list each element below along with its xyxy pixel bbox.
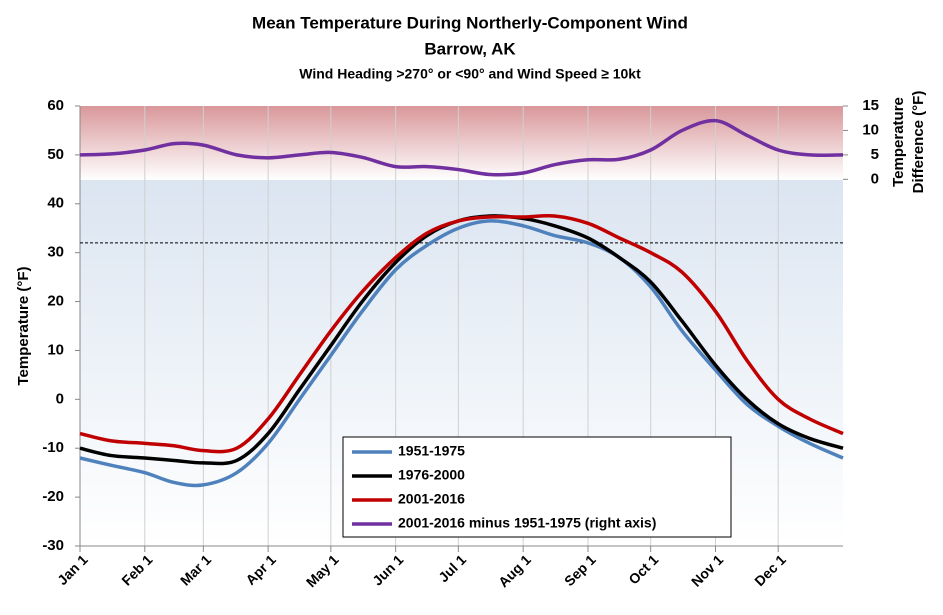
legend-box xyxy=(342,436,732,538)
y2-axis-label: Temperature xyxy=(890,97,907,187)
x-tick-label: Feb 1 xyxy=(118,551,155,588)
x-tick-label: Sep 1 xyxy=(561,551,599,589)
y-tick-label: -20 xyxy=(42,488,64,505)
y2-tick-label: 0 xyxy=(871,170,879,187)
x-tick-label: Mar 1 xyxy=(177,551,214,588)
y2-tick-label: 10 xyxy=(862,121,879,138)
y-tick-label: -10 xyxy=(42,439,64,456)
y-tick-label: 10 xyxy=(47,341,64,358)
x-tick-label: Nov 1 xyxy=(688,551,726,589)
x-tick-label: Apr 1 xyxy=(242,551,279,588)
y-tick-label: 40 xyxy=(47,195,64,212)
legend-label: 2001-2016 xyxy=(398,491,465,507)
legend-label: 2001-2016 minus 1951-1975 (right axis) xyxy=(398,515,656,531)
y-tick-label: 50 xyxy=(47,146,64,163)
chart-title: Mean Temperature During Northerly-Compon… xyxy=(252,13,688,32)
series-line xyxy=(79,213,844,454)
x-tick-label: Jan 1 xyxy=(54,551,91,588)
y-axis-label: Temperature (°F) xyxy=(15,266,32,385)
x-tick-label: Oct 1 xyxy=(625,551,661,587)
x-tick-label: Jun 1 xyxy=(369,551,406,588)
series-line xyxy=(79,118,844,177)
chart-note: Wind Heading >270° or <90° and Wind Spee… xyxy=(299,66,641,82)
legend: 1951-1975 1976-2000 2001-2016 2001-2016 min… xyxy=(342,436,732,538)
legend-label: 1976-2000 xyxy=(398,467,465,483)
y-tick-label: 20 xyxy=(47,293,64,310)
chart-subtitle: Barrow, AK xyxy=(424,39,516,58)
x-tick-label: May 1 xyxy=(303,551,342,590)
y-tick-label: 0 xyxy=(56,390,64,407)
y-tick-label: 30 xyxy=(47,244,64,261)
x-tick-label: Dec 1 xyxy=(751,551,789,589)
y2-tick-label: 5 xyxy=(871,146,879,163)
y-tick-label: -30 xyxy=(42,537,64,554)
y-tick-label: 60 xyxy=(47,97,64,114)
y2-axis-label: Difference (°F) xyxy=(910,91,927,194)
legend-label: 1951-1975 xyxy=(398,443,465,459)
x-tick-label: Aug 1 xyxy=(495,551,534,590)
x-tick-label: Jul 1 xyxy=(435,551,469,585)
series-line xyxy=(79,219,844,488)
y2-tick-label: 15 xyxy=(862,97,879,114)
